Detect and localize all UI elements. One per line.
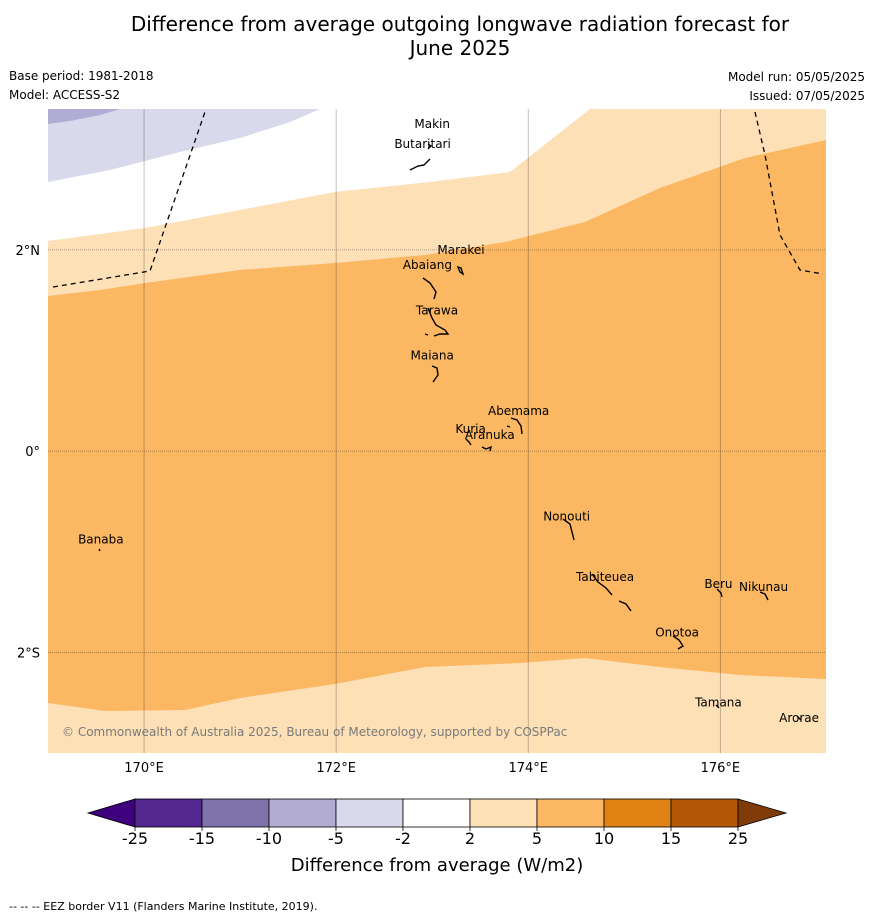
place-label: Kuria [455,422,486,436]
place-label: Nikunau [739,580,788,594]
band-m5-m2 [48,109,320,182]
lon-tick-label: 174°E [508,761,548,776]
place-label: Abemama [488,404,549,418]
colorbar-segment [335,798,404,828]
place-label: Tarawa [415,303,458,317]
place-label: Butaritari [394,137,451,151]
place-label: Marakei [437,243,484,257]
colorbar-extend-low [86,798,136,828]
eez-borders [52,109,824,288]
lat-tick-label: 2°N [16,244,41,259]
place-label: Aranuka [465,428,515,442]
lat-tick-label: 0° [25,445,40,460]
title-line-1: Difference from average outgoing longwav… [130,12,790,36]
band-m10-m5 [48,109,120,124]
colorbar-tick-label: -5 [328,829,344,848]
colorbar-tick-label: -2 [395,829,411,848]
colorbar-tick-label: 5 [532,829,542,848]
colorbar-tick-label: 25 [728,829,748,848]
place-label: Arorae [779,711,819,725]
copyright-notice: © Commonwealth of Australia 2025, Bureau… [62,725,567,739]
colorbar-segment [134,798,203,828]
eez-border-east [754,111,824,275]
colorbar-tick-label: 15 [661,829,681,848]
lon-tick-label: 170°E [124,761,164,776]
island-coastlines [98,143,802,721]
colorbar-tick-label: -25 [122,829,148,848]
nonouti-coast [562,518,575,541]
colorbar-tick-label: 2 [465,829,475,848]
lon-tick-label: 172°E [316,761,356,776]
abemama-coast [506,417,523,435]
place-label: Onotoa [655,625,699,639]
chart-title: Difference from average outgoing longwav… [0,12,873,60]
lat-tick-label: 2°S [17,646,40,661]
band-2-5-south [48,658,826,753]
banaba-coast [98,548,101,552]
arorae-coast [796,715,802,721]
maiana-coast [431,365,439,383]
place-label: Beru [704,577,732,591]
base-period-label: Base period: 1981-2018 [9,69,154,83]
kuria-coast [465,438,472,446]
tamana-coast [715,704,720,709]
model-run-label: Model run: 05/05/2025 [727,70,865,84]
place-label: Abaiang [403,258,452,272]
butaritari-coast [409,158,431,171]
tarawa-coast [424,307,450,337]
colorbar-segment [469,798,538,828]
map-area [48,109,826,753]
nikunau-coast [759,591,769,601]
place-label: Banaba [78,533,124,547]
colorbar-segment [268,798,337,828]
aranuka-coast [481,445,493,452]
eez-footnote: -- -- -- EEZ border V11 (Flanders Marine… [9,900,318,913]
colorbar-extend-high [737,798,788,828]
colorbar-tick-label: -10 [256,829,282,848]
lon-tick-label: 176°E [701,761,741,776]
place-label: Maiana [411,349,454,363]
colorbar-tick-label: -15 [189,829,215,848]
colorbar-segment [670,798,739,828]
colorbar-segment [201,798,270,828]
abaiang-coast [422,277,437,300]
place-label: Tabiteuea [575,570,634,584]
place-label: Nonouti [543,510,590,524]
issued-label: Issued: 07/05/2025 [749,89,865,103]
gridlines [48,109,826,753]
colorbar-label: Difference from average (W/m2) [291,855,583,876]
colorbar-segment [603,798,672,828]
place-label: Tamana [694,696,742,710]
colorbar-tick-label: 10 [594,829,614,848]
marakei-coast [456,265,465,276]
colorbar-segment [402,798,471,828]
axis-ticks: 170°E 172°E 174°E 176°E 2°N 0° 2°S [16,244,741,776]
place-label: Makin [414,117,450,131]
tabiteuea-coast [591,573,632,612]
makin-coast [427,143,433,150]
colorbar-segment [536,798,605,828]
beru-coast [716,588,723,598]
onotoa-coast [672,635,684,650]
title-line-2: June 2025 [409,36,511,60]
colorbar: -25 -15 -10 -5 -2 2 5 10 15 25 [86,798,788,848]
model-label: Model: ACCESS-S2 [9,88,121,102]
